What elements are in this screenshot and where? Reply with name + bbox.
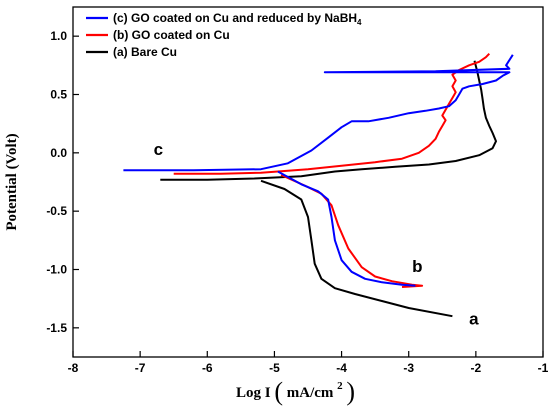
curve-labels: c b a xyxy=(154,140,480,328)
y-tick-label: 0.0 xyxy=(50,146,67,160)
x-axis-title: Log I ( mA/cm 2 ) xyxy=(236,377,355,406)
legend-entry-part: (b) GO coated on Cu xyxy=(113,28,230,42)
legend-entry: (a) Bare Cu xyxy=(113,45,177,59)
x-tick-label: -8 xyxy=(68,361,79,375)
legend: (c) GO coated on Cu and reduced by NaBH4… xyxy=(86,11,362,59)
y-axis-title: Potential (Volt) xyxy=(4,133,20,230)
x-tick-label: -3 xyxy=(403,361,414,375)
plot-frame xyxy=(72,6,544,358)
x-tick-label: -1 xyxy=(538,361,549,375)
x-tick-label: -4 xyxy=(336,361,347,375)
x-axis-paren-close: ) xyxy=(346,377,355,406)
x-tick-label: -5 xyxy=(269,361,280,375)
series-line xyxy=(123,54,514,172)
series-line xyxy=(260,179,453,318)
y-tick-label: -0.5 xyxy=(46,204,67,218)
legend-entry: (b) GO coated on Cu xyxy=(113,28,230,42)
legend-entry: (c) GO coated on Cu and reduced by NaBH4 xyxy=(113,11,362,27)
y-tick-label: -1.5 xyxy=(46,321,67,335)
series-layer xyxy=(123,53,514,318)
x-tick-label: -2 xyxy=(471,361,482,375)
series-line xyxy=(280,174,424,288)
x-axis-paren-open: ( xyxy=(274,377,283,406)
series-line xyxy=(160,60,497,181)
curve-label: b xyxy=(412,257,422,276)
y-tick-label: -1.0 xyxy=(46,263,67,277)
x-axis-unit: mA/cm xyxy=(287,385,334,401)
legend-entry-part: 4 xyxy=(357,18,362,27)
axis-ticks: -8 -7 -6 -5 -4 -3 -2 -1 -1.5 -1.0 -0.5 0.0 0.5 1.0 xyxy=(46,29,548,375)
series-line xyxy=(277,170,416,287)
x-tick-label: -6 xyxy=(202,361,213,375)
legend-entry-part: (a) Bare Cu xyxy=(113,45,177,59)
x-tick-label: -7 xyxy=(135,361,146,375)
y-tick-label: 0.5 xyxy=(50,88,67,102)
curve-label: c xyxy=(154,140,163,159)
x-axis-unit-exponent: 2 xyxy=(337,380,343,392)
y-tick-label: 1.0 xyxy=(50,29,67,43)
x-axis-title-main: Log I xyxy=(236,385,271,401)
curve-label: a xyxy=(469,309,479,328)
legend-entry-part: (c) GO coated on Cu and reduced by NaBH xyxy=(113,11,357,25)
